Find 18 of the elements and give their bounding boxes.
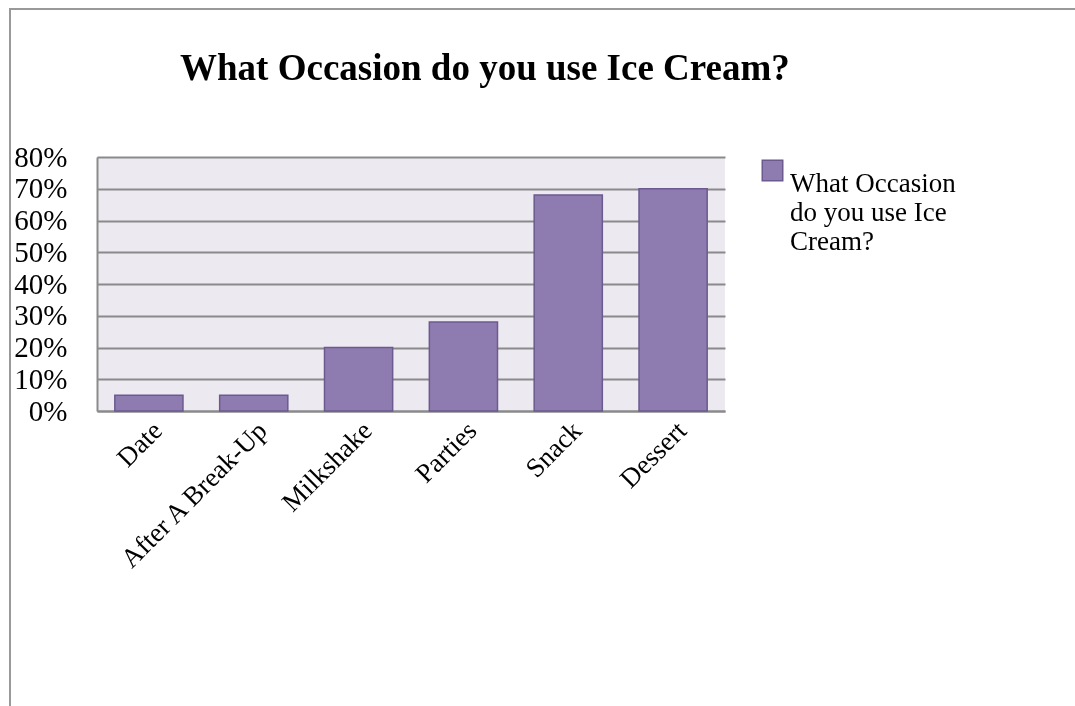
bar [218,394,289,412]
y-tick-label: 40% [14,267,68,300]
y-tick-label: 80% [14,140,68,173]
y-tick-label: 10% [14,362,68,395]
bar [533,194,604,412]
bar [114,394,184,412]
y-tick-label: 30% [14,299,68,332]
bar [323,346,394,412]
x-tick-label: Date [110,415,168,473]
y-tick-label: 50% [14,235,68,268]
legend-label: What Occasion do you use Ice Cream? [790,167,957,256]
bar [638,188,708,412]
y-tick-label: 0% [28,394,68,427]
y-tick-label: 60% [14,204,68,236]
bar [428,321,499,412]
chart-title: What Occasion do you use Ice Cream? [180,47,790,88]
y-tick-label: 70% [14,172,68,205]
y-tick-label: 20% [14,331,68,363]
